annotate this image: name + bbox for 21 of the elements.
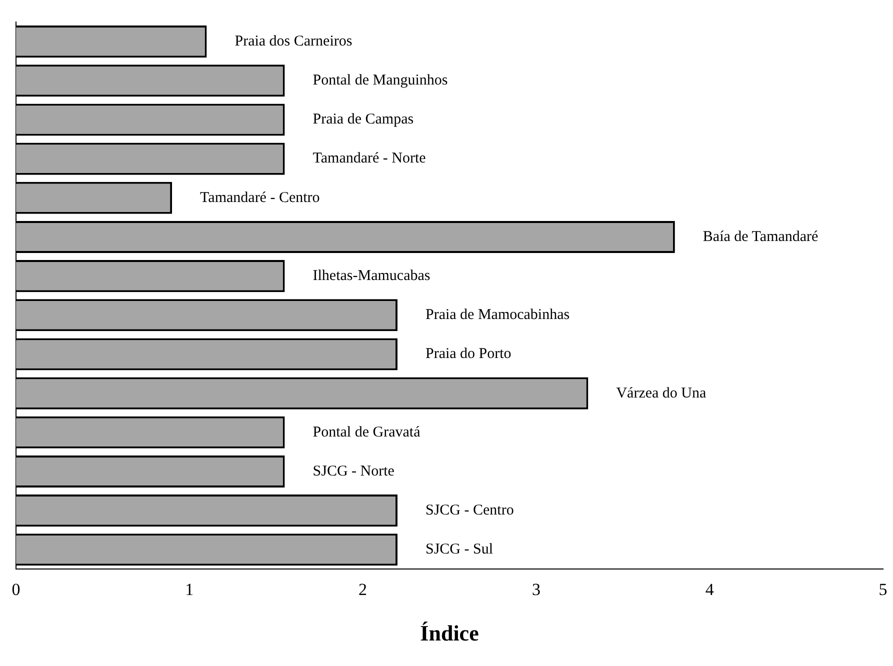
x-tick-label: 3	[532, 580, 540, 599]
x-tick-label: 1	[185, 580, 194, 599]
y-tick-label: SJCG - Sul	[425, 542, 494, 558]
x-tick-label: 5	[878, 580, 888, 599]
y-tick-label: Praia de Campas	[312, 112, 414, 128]
y-tick-label: Pontal de Manguinhos	[312, 72, 448, 89]
y-tick-label: Baía de Tamandaré	[702, 228, 819, 245]
x-tick-label: 2	[358, 580, 368, 599]
y-tick-label: SJCG - Centro	[425, 502, 514, 519]
y-tick-label: Ilhetas-Mamucabas	[312, 268, 430, 284]
y-tick-label: Várzea do Una	[616, 385, 707, 402]
y-tick-label: Praia dos Carneiros	[234, 33, 352, 50]
y-tick-label: SJCG - Norte	[312, 463, 395, 480]
y-tick-label: Pontal de Gravatá	[312, 424, 421, 440]
y-tick-label: Praia de Mamocabinhas	[425, 307, 570, 324]
x-axis-title: Índice	[420, 620, 480, 646]
y-tick-label: Tamandaré - Centro	[200, 190, 320, 206]
x-tick-label: 0	[12, 580, 20, 599]
x-tick-label: 4	[705, 580, 714, 599]
y-tick-label: Praia do Porto	[425, 346, 512, 362]
y-tick-label: Tamandaré - Norte	[312, 150, 426, 167]
